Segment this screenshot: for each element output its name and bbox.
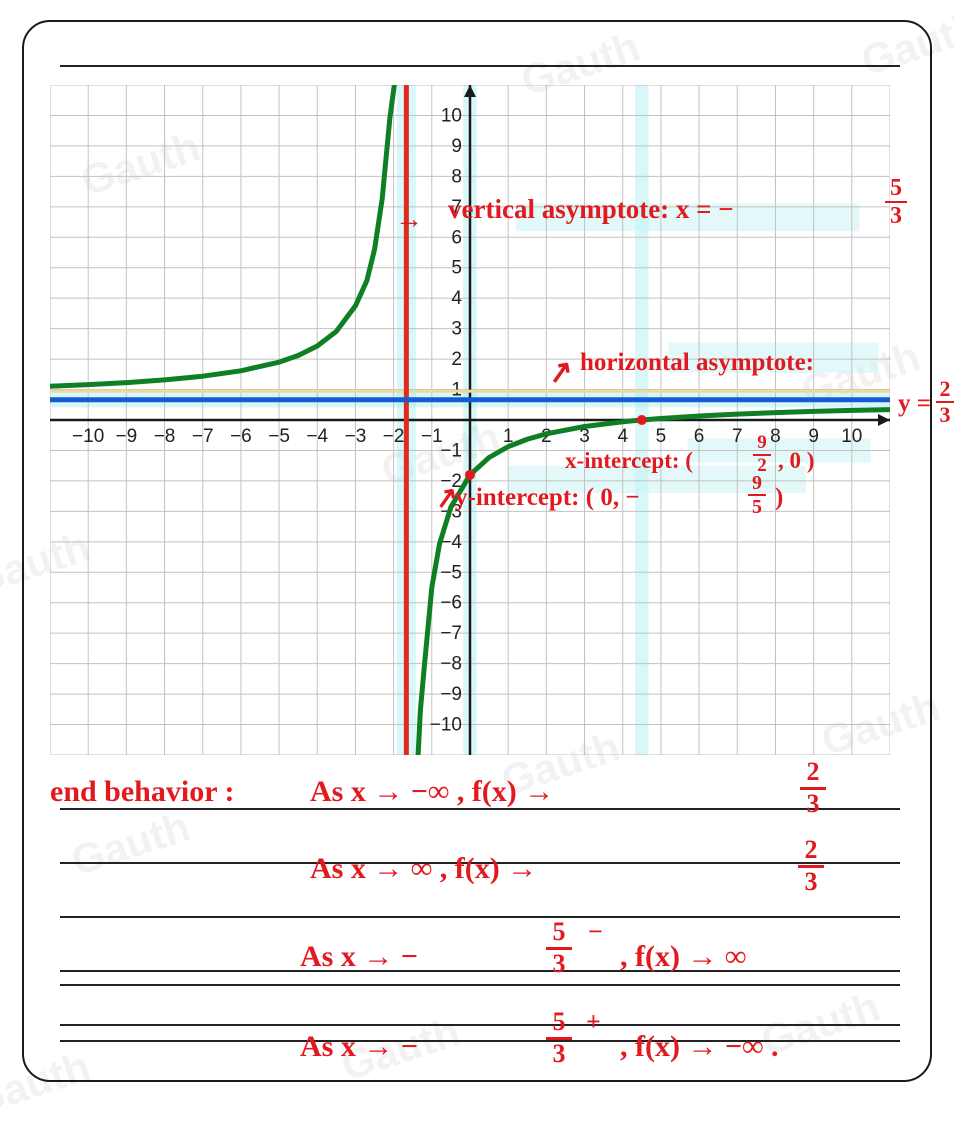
svg-text:−6: −6 [230,426,252,447]
svg-text:−5: −5 [268,426,290,447]
eb-line3a: As x → − [300,940,418,973]
yint-tail: ) [775,484,783,512]
svg-text:−7: −7 [440,623,462,644]
yint-frac-den: 5 [752,496,762,518]
eb-line3-sup: − [588,918,603,947]
svg-text:9: 9 [451,136,462,157]
ruled-line [60,1024,900,1026]
svg-text:6: 6 [694,426,705,447]
xint-frac: 9 2 [753,433,771,477]
svg-text:−10: −10 [72,426,104,447]
va-arrow: → [395,205,423,236]
svg-text:7: 7 [732,426,743,447]
eb2-num: 2 [805,835,818,864]
eb4-den: 3 [553,1039,566,1068]
va-frac-den: 3 [890,203,902,229]
eb1-den: 3 [807,789,820,818]
function-chart: −10−9−8−7−6−5−4−3−2−112345678910−10−9−8−… [50,85,890,755]
svg-text:−9: −9 [116,426,138,447]
eb-line4-tail: , f(x) → −∞ . [620,1030,778,1063]
ha-frac-den: 3 [940,402,951,427]
svg-text:−2: −2 [383,426,405,447]
ha-frac: 2 3 [936,377,954,427]
svg-text:4: 4 [451,288,462,309]
eb1-num: 2 [807,757,820,786]
eb-line1-frac: 2 3 [800,758,826,818]
eb-line3-frac: 5 3 [546,918,572,978]
svg-text:−8: −8 [154,426,176,447]
ha-arrow: ↗ [545,354,575,391]
eb-line2-frac: 2 3 [798,836,824,896]
xint-label: x-intercept: ( [565,448,693,473]
eb2-den: 3 [805,867,818,896]
svg-text:−7: −7 [192,426,214,447]
yint-frac-num: 9 [752,472,762,494]
yint-frac: 9 5 [748,472,766,518]
va-frac-num: 5 [890,175,902,201]
ruled-line [60,808,900,810]
svg-text:8: 8 [451,166,462,187]
svg-text:−1: −1 [440,440,462,461]
svg-text:−10: −10 [430,715,462,736]
svg-text:8: 8 [770,426,781,447]
svg-text:5: 5 [656,426,667,447]
svg-text:−6: −6 [440,593,462,614]
va-frac: 5 3 [885,175,907,230]
svg-text:10: 10 [441,105,462,126]
top-rule [60,65,900,67]
eb-line2: As x → ∞ , f(x) → [310,852,537,885]
xint-frac-num: 9 [757,432,767,453]
svg-text:3: 3 [451,319,462,340]
svg-text:−9: −9 [440,684,462,705]
eb-line4-sup: + [586,1008,601,1037]
svg-text:2: 2 [451,349,462,370]
end-behavior-heading: end behavior : [50,775,234,808]
eb3-num: 5 [553,917,566,946]
eb-line1: As x → −∞ , f(x) → [310,775,554,808]
ha-frac-num: 2 [940,376,951,401]
ruled-line [60,970,900,972]
svg-text:−8: −8 [440,654,462,675]
svg-text:10: 10 [841,426,862,447]
yint-label: y-intercept: ( 0, − [455,484,640,512]
ruled-line [60,916,900,918]
svg-text:−4: −4 [306,426,328,447]
eb-line4a: As x → − [300,1030,418,1063]
ha-yeq: y = [898,390,931,418]
eb-line4-frac: 5 3 [546,1008,572,1068]
va-label: vertical asymptote: x = − [448,195,734,225]
svg-text:5: 5 [451,258,462,279]
ruled-line [60,984,900,986]
eb3-den: 3 [553,949,566,978]
svg-text:9: 9 [808,426,819,447]
svg-text:−3: −3 [345,426,367,447]
svg-text:−5: −5 [440,562,462,583]
ha-label: horizontal asymptote: [580,349,814,377]
svg-text:4: 4 [617,426,628,447]
eb-line3-tail: , f(x) → ∞ [620,940,746,973]
xint-tail: , 0 ) [778,448,814,473]
svg-text:6: 6 [451,227,462,248]
eb4-num: 5 [553,1007,566,1036]
